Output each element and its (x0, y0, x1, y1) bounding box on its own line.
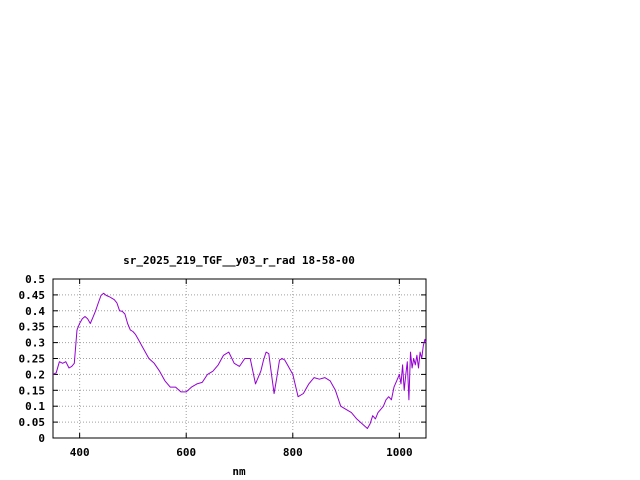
y-tick-label: 0.2 (25, 368, 45, 381)
x-tick-label: 600 (176, 446, 196, 459)
series-layer (52, 292, 427, 429)
y-tick-label: 0 (38, 432, 45, 445)
grid-lines (53, 279, 426, 438)
x-axis-label: nm (232, 465, 246, 478)
y-tick-label: 0.25 (19, 353, 46, 366)
series-line (52, 292, 427, 429)
x-axis-ticks: 400 600 800 1000 (70, 279, 413, 459)
y-tick-label: 0.05 (19, 416, 46, 429)
y-tick-label: 0.15 (19, 384, 46, 397)
y-tick-label: 0.45 (19, 289, 46, 302)
chart-title: sr_2025_219_TGF__y03_r_rad 18-58-00 (123, 254, 355, 267)
y-axis-ticks: 0 0.05 0.1 0.15 0.2 0.25 0.3 0.35 0.4 0.45 0.5 (19, 273, 426, 445)
x-tick-label: 400 (70, 446, 90, 459)
x-tick-label: 800 (283, 446, 303, 459)
y-tick-label: 0.3 (25, 337, 45, 350)
y-tick-label: 0.4 (25, 305, 45, 318)
x-tick-label: 1000 (386, 446, 413, 459)
y-tick-label: 0.5 (25, 273, 45, 286)
y-tick-label: 0.35 (19, 321, 46, 334)
plot-area-frame (52, 278, 427, 439)
y-tick-label: 0.1 (25, 400, 45, 413)
